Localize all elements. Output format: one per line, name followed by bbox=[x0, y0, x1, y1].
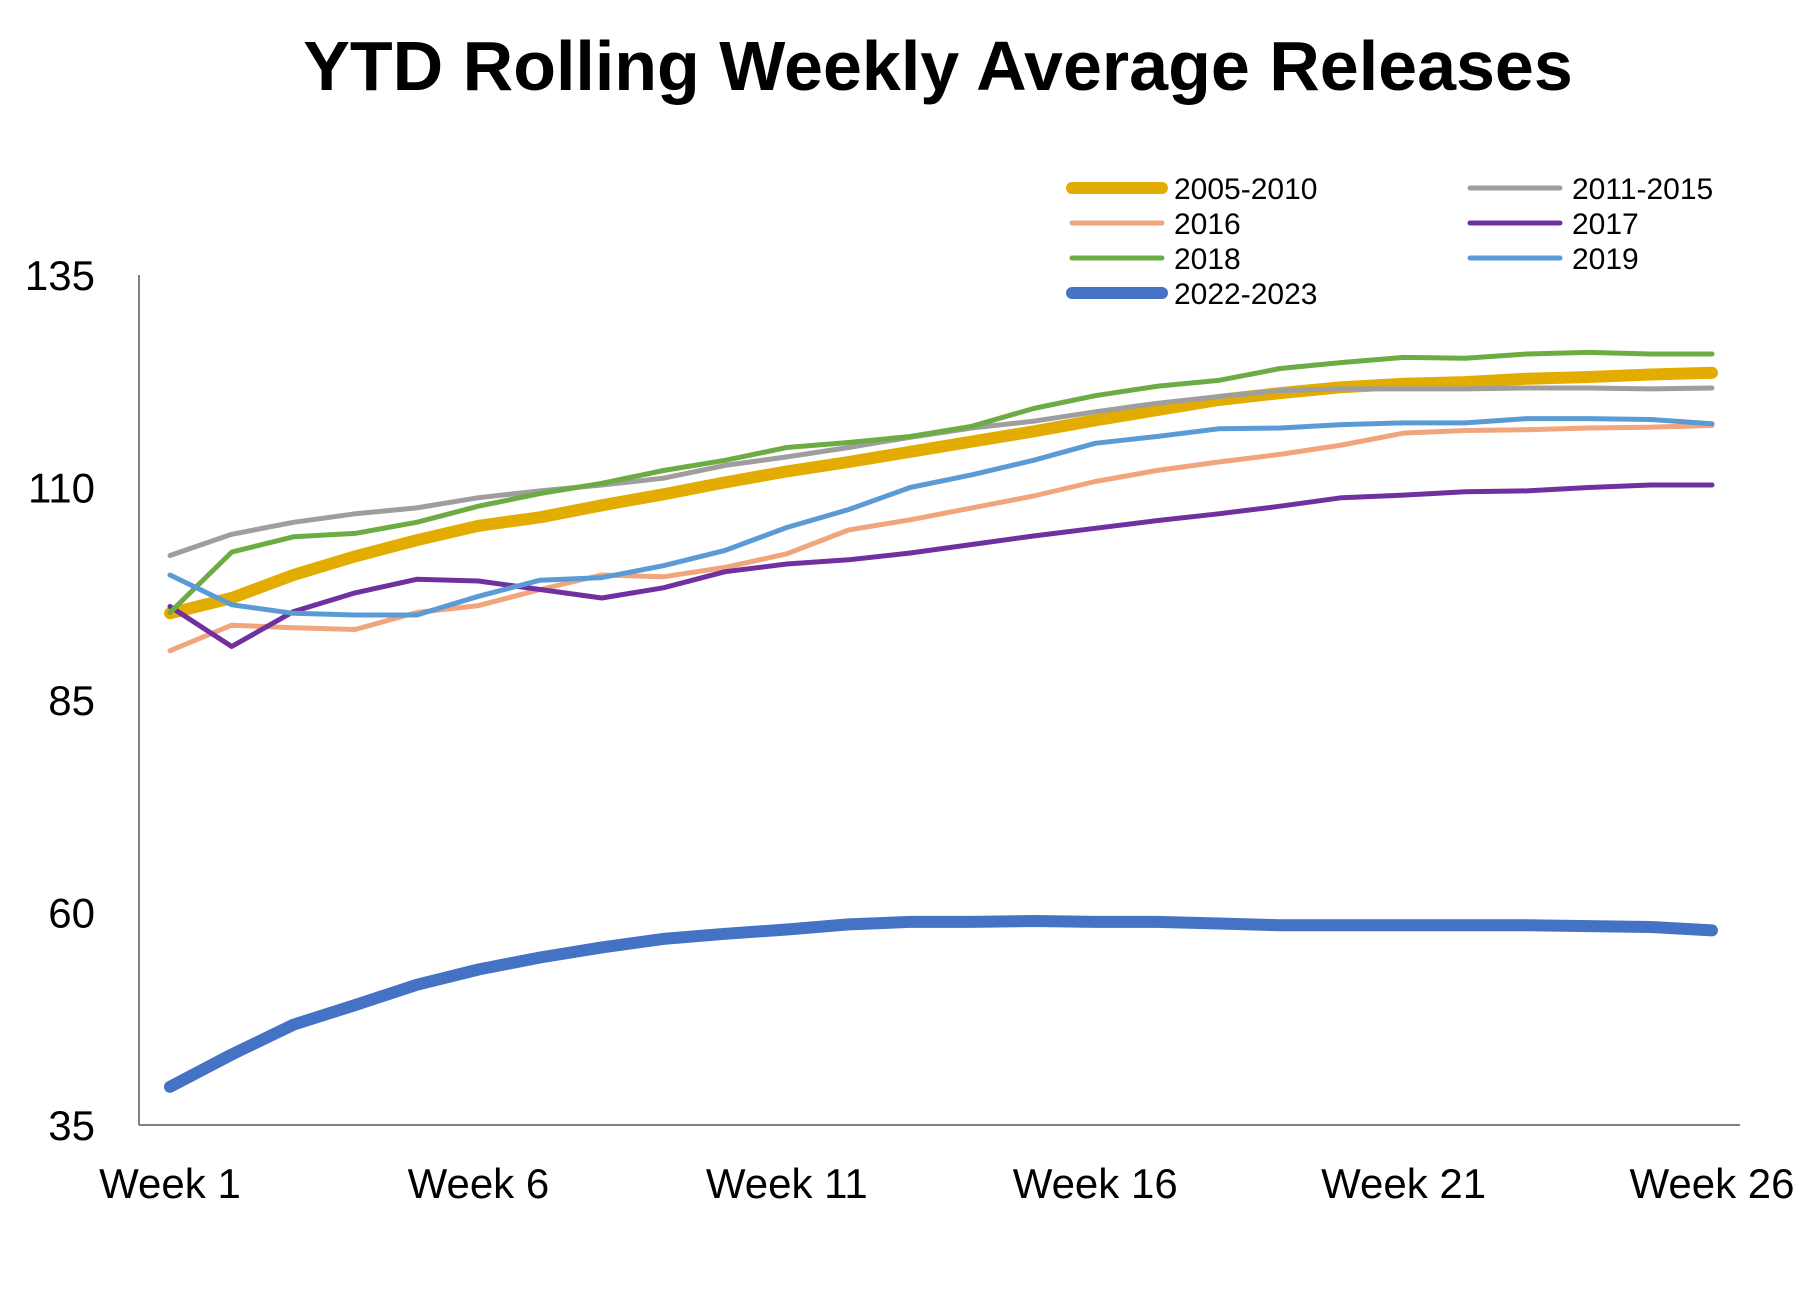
x-tick-label: Week 6 bbox=[408, 1160, 550, 1207]
legend-label: 2019 bbox=[1572, 243, 1639, 276]
legend-label: 2011-2015 bbox=[1572, 173, 1713, 206]
series-line-2017 bbox=[167, 482, 1715, 649]
x-tick-label: Week 11 bbox=[706, 1160, 868, 1207]
x-axis-ticks: Week 1 Week 6 Week 11 Week 16 Week 21 Week 26 bbox=[99, 1160, 1794, 1207]
y-tick-label: 135 bbox=[25, 252, 95, 299]
axes bbox=[138, 275, 1740, 1126]
chart-title: YTD Rolling Weekly Average Releases bbox=[303, 27, 1573, 105]
legend-label: 2022-2023 bbox=[1174, 278, 1317, 311]
y-tick-label: 110 bbox=[28, 465, 95, 512]
legend-label: 2018 bbox=[1174, 243, 1241, 276]
legend-label: 2005-2010 bbox=[1174, 173, 1317, 206]
series-lines bbox=[164, 349, 1718, 1093]
y-axis-ticks: 35 60 85 110 135 bbox=[25, 252, 95, 1149]
y-tick-label: 85 bbox=[48, 677, 95, 724]
series-line-2019 bbox=[167, 416, 1715, 618]
x-tick-label: Week 16 bbox=[1013, 1160, 1178, 1207]
x-tick-label: Week 21 bbox=[1321, 1160, 1486, 1207]
y-tick-label: 35 bbox=[48, 1102, 95, 1149]
x-tick-label: Week 26 bbox=[1630, 1160, 1795, 1207]
x-tick-label: Week 1 bbox=[99, 1160, 241, 1207]
series-line-2005-2010 bbox=[164, 366, 1718, 620]
series-line-2018 bbox=[167, 349, 1715, 615]
legend-label: 2016 bbox=[1174, 208, 1241, 241]
legend: 2005-2010 2011-2015 2016 2017 2018 2019 2022-2… bbox=[1066, 173, 1713, 311]
series-line-2011-2015 bbox=[167, 385, 1715, 558]
series-line-2022-2023 bbox=[164, 915, 1718, 1093]
legend-label: 2017 bbox=[1572, 208, 1639, 241]
y-tick-label: 60 bbox=[48, 890, 95, 937]
